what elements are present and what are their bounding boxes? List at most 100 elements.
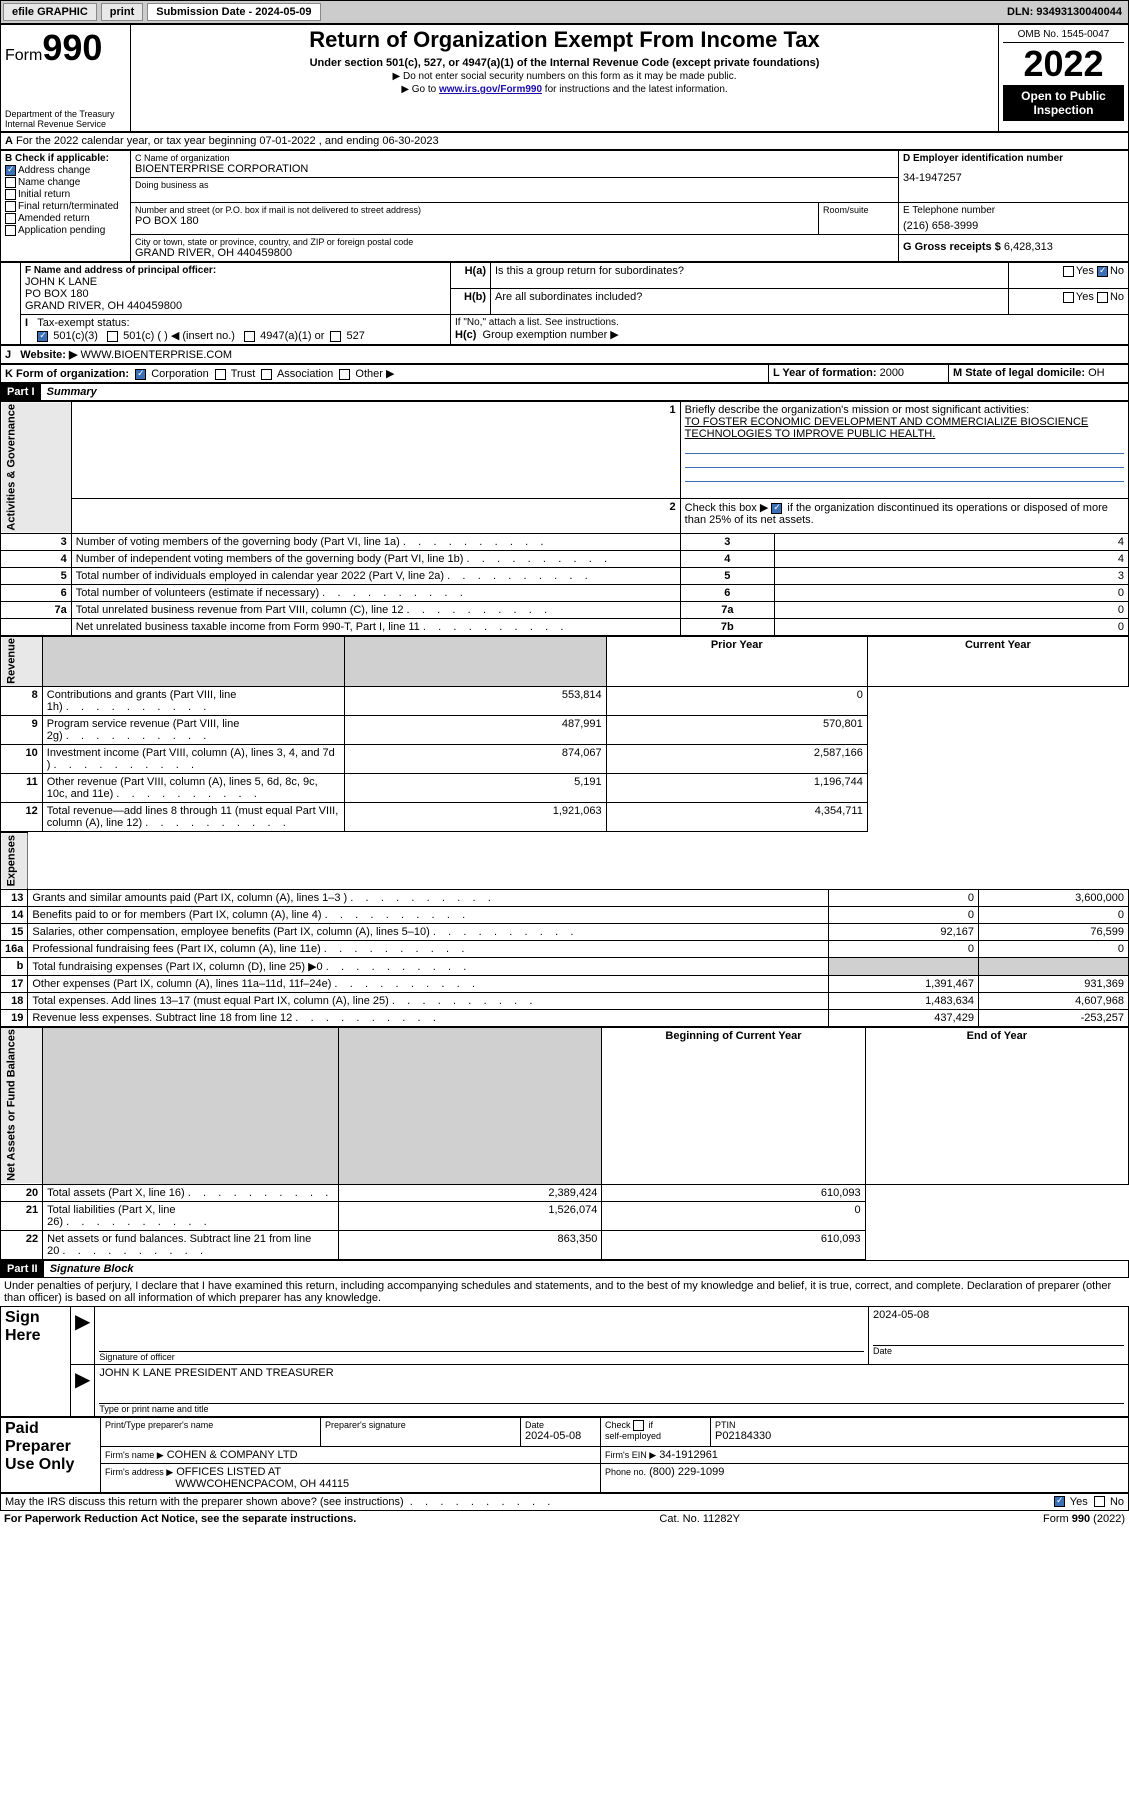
ein-value: 34-1947257 (903, 172, 1124, 184)
org-name-label: C Name of organization (135, 153, 894, 163)
firm-addr: OFFICES LISTED AT (176, 1466, 281, 1478)
data-row: 8Contributions and grants (Part VIII, li… (1, 687, 1129, 716)
tax-status-label: Tax-exempt status: (37, 317, 129, 329)
chk-assoc[interactable] (261, 369, 272, 380)
firm-phone: (800) 229-1099 (649, 1466, 724, 1478)
chk-discontinued[interactable] (771, 503, 782, 514)
sig-officer-label: Signature of officer (99, 1352, 864, 1362)
q1-value: TO FOSTER ECONOMIC DEVELOPMENT AND COMME… (685, 416, 1089, 440)
prep-name-label: Print/Type preparer's name (105, 1420, 316, 1430)
officer-name-title: JOHN K LANE PRESIDENT AND TREASURER (99, 1367, 1124, 1379)
city-value: GRAND RIVER, OH 440459800 (135, 247, 894, 259)
dept-label: Department of the Treasury (5, 109, 126, 119)
firm-name-label: Firm's name ▶ (105, 1450, 164, 1460)
hb-note: If "No," attach a list. See instructions… (455, 317, 1124, 328)
efile-button[interactable]: efile GRAPHIC (3, 3, 97, 21)
hb-text: Are all subordinates included? (491, 289, 1009, 315)
irs-link[interactable]: www.irs.gov/Form990 (439, 84, 542, 95)
firm-phone-label: Phone no. (605, 1467, 646, 1477)
data-row: 17Other expenses (Part IX, column (A), l… (1, 975, 1129, 992)
side-governance: Activities & Governance (1, 402, 72, 534)
chk-corp[interactable] (135, 369, 146, 380)
org-form-label: K Form of organization: (5, 368, 129, 380)
year-form-label: L Year of formation: (773, 367, 877, 379)
hb-no[interactable] (1097, 292, 1108, 303)
data-row: 16aProfessional fundraising fees (Part I… (1, 940, 1129, 957)
irs-label: Internal Revenue Service (5, 119, 126, 129)
col-current: Current Year (867, 636, 1128, 687)
open-public: Open to Public Inspection (1003, 85, 1124, 121)
ha-yes[interactable] (1063, 266, 1074, 277)
firm-addr-label: Firm's address ▶ (105, 1467, 173, 1477)
form-title: Return of Organization Exempt From Incom… (135, 27, 994, 53)
data-row: 22Net assets or fund balances. Subtract … (1, 1230, 1129, 1259)
chk-501c[interactable] (107, 331, 118, 342)
chk-self-employed[interactable] (633, 1420, 644, 1431)
firm-addr2: WWWCOHENCPACOM, OH 44115 (175, 1478, 349, 1490)
data-row: 11Other revenue (Part VIII, column (A), … (1, 774, 1129, 803)
sign-here-label: Sign Here (1, 1306, 71, 1416)
tax-year: 2022 (1003, 43, 1124, 85)
part1-header: Part I (1, 384, 41, 400)
chk-final[interactable] (5, 201, 16, 212)
may-irs-text: May the IRS discuss this return with the… (5, 1496, 404, 1508)
col-prior: Prior Year (606, 636, 867, 687)
ha-text: Is this a group return for subordinates? (491, 263, 1009, 289)
data-row: bTotal fundraising expenses (Part IX, co… (1, 957, 1129, 975)
chk-501c3[interactable] (37, 331, 48, 342)
ha-no[interactable] (1097, 266, 1108, 277)
hb-yes[interactable] (1063, 292, 1074, 303)
print-button[interactable]: print (101, 3, 143, 21)
data-row: 20Total assets (Part X, line 16)2,389,42… (1, 1184, 1129, 1201)
type-name-label: Type or print name and title (99, 1404, 1124, 1414)
ptin-value: P02184330 (715, 1430, 1124, 1442)
chk-trust[interactable] (215, 369, 226, 380)
data-row: 10Investment income (Part VIII, column (… (1, 745, 1129, 774)
chk-name[interactable] (5, 177, 16, 188)
side-revenue: Revenue (1, 636, 43, 687)
tel-label: E Telephone number (903, 205, 1124, 216)
side-net: Net Assets or Fund Balances (1, 1027, 43, 1184)
footer-left: For Paperwork Reduction Act Notice, see … (4, 1513, 356, 1525)
website-value: WWW.BIOENTERPRISE.COM (81, 349, 233, 361)
line-a: A For the 2022 calendar year, or tax yea… (1, 133, 1129, 150)
data-row: 21Total liabilities (Part X, line 26)1,5… (1, 1201, 1129, 1230)
prep-date: 2024-05-08 (525, 1430, 596, 1442)
city-label: City or town, state or province, country… (135, 237, 894, 247)
part1-title: Summary (47, 386, 97, 398)
chk-527[interactable] (330, 331, 341, 342)
domicile-label: M State of legal domicile: (953, 367, 1085, 379)
form-subtitle: Under section 501(c), 527, or 4947(a)(1)… (135, 57, 994, 69)
chk-other[interactable] (339, 369, 350, 380)
addr-label: Number and street (or P.O. box if mail i… (135, 205, 814, 215)
chk-address[interactable] (5, 165, 16, 176)
gov-row: 7aTotal unrelated business revenue from … (1, 601, 1129, 618)
footer-mid: Cat. No. 11282Y (659, 1513, 740, 1525)
form-header: Form990 Department of the Treasury Inter… (0, 24, 1129, 132)
note-link: Go to www.irs.gov/Form990 for instructio… (135, 84, 994, 95)
col-end: End of Year (865, 1027, 1128, 1184)
website-label: Website: ▶ (20, 349, 77, 361)
may-irs-no[interactable] (1094, 1496, 1105, 1507)
sig-date-label: Date (873, 1346, 1124, 1356)
officer-line2: PO BOX 180 (25, 288, 446, 300)
chk-app[interactable] (5, 225, 16, 236)
chk-amended[interactable] (5, 213, 16, 224)
part2-title: Signature Block (50, 1263, 134, 1275)
firm-ein: 34-1912961 (659, 1449, 718, 1461)
ptin-label: PTIN (715, 1420, 1124, 1430)
q1-label: Briefly describe the organization's miss… (685, 404, 1029, 416)
note-ssn: Do not enter social security numbers on … (135, 71, 994, 82)
sig-arrow-icon: ▶ (75, 1311, 90, 1333)
gov-row: 5Total number of individuals employed in… (1, 567, 1129, 584)
officer-line3: GRAND RIVER, OH 440459800 (25, 300, 446, 312)
chk-initial[interactable] (5, 189, 16, 200)
room-label: Room/suite (823, 205, 894, 215)
ein-label: D Employer identification number (903, 153, 1063, 164)
footer-right: Form 990 (2022) (1043, 1513, 1125, 1525)
firm-ein-label: Firm's EIN ▶ (605, 1450, 656, 1460)
tel-value: (216) 658-3999 (903, 220, 1124, 232)
gov-row: 3Number of voting members of the governi… (1, 533, 1129, 550)
chk-4947[interactable] (244, 331, 255, 342)
may-irs-yes[interactable] (1054, 1496, 1065, 1507)
